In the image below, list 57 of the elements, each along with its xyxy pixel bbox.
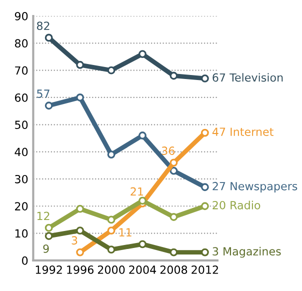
- point: [138, 50, 146, 58]
- text: 20 Radio: [212, 200, 260, 210]
- point: [44, 102, 53, 110]
- point: [200, 128, 209, 137]
- text: 3 Magazines: [212, 246, 281, 258]
- point: [138, 132, 146, 140]
- point: [107, 66, 116, 74]
- text: 67 Television: [212, 73, 283, 82]
- point: [44, 34, 53, 42]
- y-tick-label: 40: [14, 148, 28, 156]
- point: [138, 196, 146, 205]
- point: [170, 166, 178, 175]
- point: [170, 213, 178, 221]
- y-tick-label: 10: [15, 229, 28, 238]
- point: [107, 246, 116, 254]
- text: 47 Internet: [212, 128, 274, 136]
- point: [200, 248, 209, 256]
- y-tick-label: 60: [14, 93, 28, 102]
- data-label: 9: [43, 244, 49, 253]
- point: [107, 226, 116, 235]
- point: [200, 183, 209, 192]
- y-tick-label: 20: [15, 202, 28, 211]
- x-tick-label: 1996: [67, 266, 94, 274]
- point: [107, 216, 116, 224]
- data-label: 36: [162, 146, 175, 155]
- point: [107, 150, 116, 158]
- x-tick-label: 2012: [192, 266, 218, 274]
- point: [138, 240, 146, 248]
- point: [44, 224, 53, 232]
- data-label: 3: [72, 236, 78, 245]
- data-label: 82: [36, 22, 50, 30]
- point: [200, 74, 209, 82]
- point: [76, 60, 84, 69]
- y-tick-label: 30: [15, 174, 28, 184]
- x-tick-label: 2000: [98, 266, 125, 274]
- point: [76, 204, 84, 213]
- point: [76, 226, 84, 235]
- point: [170, 72, 178, 80]
- point: [170, 248, 178, 256]
- data-label: 11: [119, 228, 132, 236]
- point: [170, 158, 178, 167]
- y-tick-label: 0: [22, 256, 28, 265]
- data-label: 57: [37, 90, 50, 98]
- point: [76, 94, 84, 102]
- point: [44, 232, 53, 240]
- x-tick-label: 2004: [129, 266, 156, 274]
- data-label: 21: [130, 187, 143, 196]
- x-tick-label: 1992: [36, 266, 62, 274]
- y-tick-label: 80: [14, 39, 28, 48]
- point: [76, 248, 84, 256]
- data-label: 12: [37, 212, 50, 220]
- text: 27 Newspapers: [212, 182, 298, 192]
- y-tick-label: 50: [15, 120, 28, 130]
- point: [200, 202, 209, 210]
- y-tick-label: 90: [14, 12, 28, 20]
- x-tick-label: 2008: [160, 266, 188, 274]
- y-tick-label: 70: [15, 66, 28, 75]
